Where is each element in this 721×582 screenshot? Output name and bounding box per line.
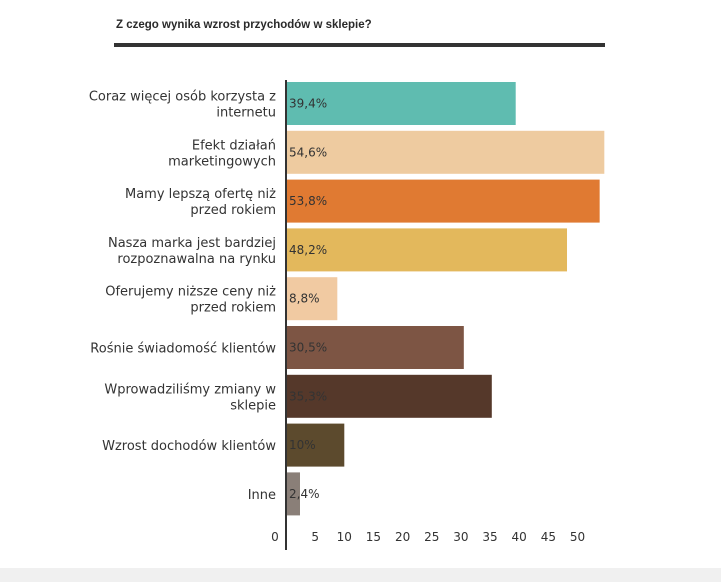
category-label: Efekt działań	[192, 138, 276, 153]
x-tick-label: 15	[366, 530, 381, 544]
bar	[286, 326, 464, 369]
bar	[286, 130, 605, 174]
value-label: 39,4%	[289, 97, 327, 111]
x-tick-label: 20	[395, 530, 410, 544]
value-label: 10%	[289, 438, 316, 452]
x-tick-label: 45	[541, 530, 556, 544]
bar	[286, 472, 300, 516]
category-label: marketingowych	[168, 154, 276, 169]
bar	[286, 82, 516, 125]
category-label: Coraz więcej osób korzysta z	[89, 90, 276, 105]
value-label: 8,8%	[289, 292, 320, 306]
category-label: Inne	[248, 488, 276, 503]
x-tick-label: 30	[453, 530, 468, 544]
bottom-band	[0, 568, 721, 582]
x-tick-label: 25	[424, 530, 439, 544]
category-label: przed rokiem	[190, 301, 276, 316]
value-label: 53,8%	[289, 194, 327, 208]
value-label: 35,3%	[289, 389, 327, 403]
value-label: 30,5%	[289, 341, 327, 355]
category-label: Nasza marka jest bardziej	[108, 236, 276, 251]
x-tick-label: 0	[271, 530, 279, 544]
chart-title: Z czego wynika wzrost przychodów w sklep…	[116, 19, 372, 31]
title-divider	[114, 43, 605, 47]
x-tick-label: 5	[311, 530, 319, 544]
category-label: Mamy lepszą ofertę niż	[125, 187, 276, 202]
bar	[286, 374, 492, 418]
category-label: Wprowadziliśmy zmiany w	[104, 382, 276, 397]
bar	[286, 423, 345, 467]
category-label: Oferujemy niższe ceny niż	[105, 285, 276, 300]
category-label: internetu	[216, 106, 276, 121]
bar	[286, 228, 568, 272]
bar	[286, 277, 338, 321]
bar	[286, 179, 600, 223]
category-label: Wzrost dochodów klientów	[102, 439, 276, 454]
category-label: rozpoznawalna na rynku	[117, 252, 276, 267]
x-tick-label: 50	[570, 530, 585, 544]
x-tick-label: 40	[512, 530, 527, 544]
x-tick-label: 10	[337, 530, 352, 544]
category-label: sklepie	[230, 398, 276, 413]
value-label: 48,2%	[289, 243, 327, 257]
value-label: 54,6%	[289, 145, 327, 159]
category-label: przed rokiem	[190, 203, 276, 218]
value-label: 2,4%	[289, 487, 320, 501]
category-label: Rośnie świadomość klientów	[90, 342, 276, 357]
x-tick-label: 35	[482, 530, 497, 544]
